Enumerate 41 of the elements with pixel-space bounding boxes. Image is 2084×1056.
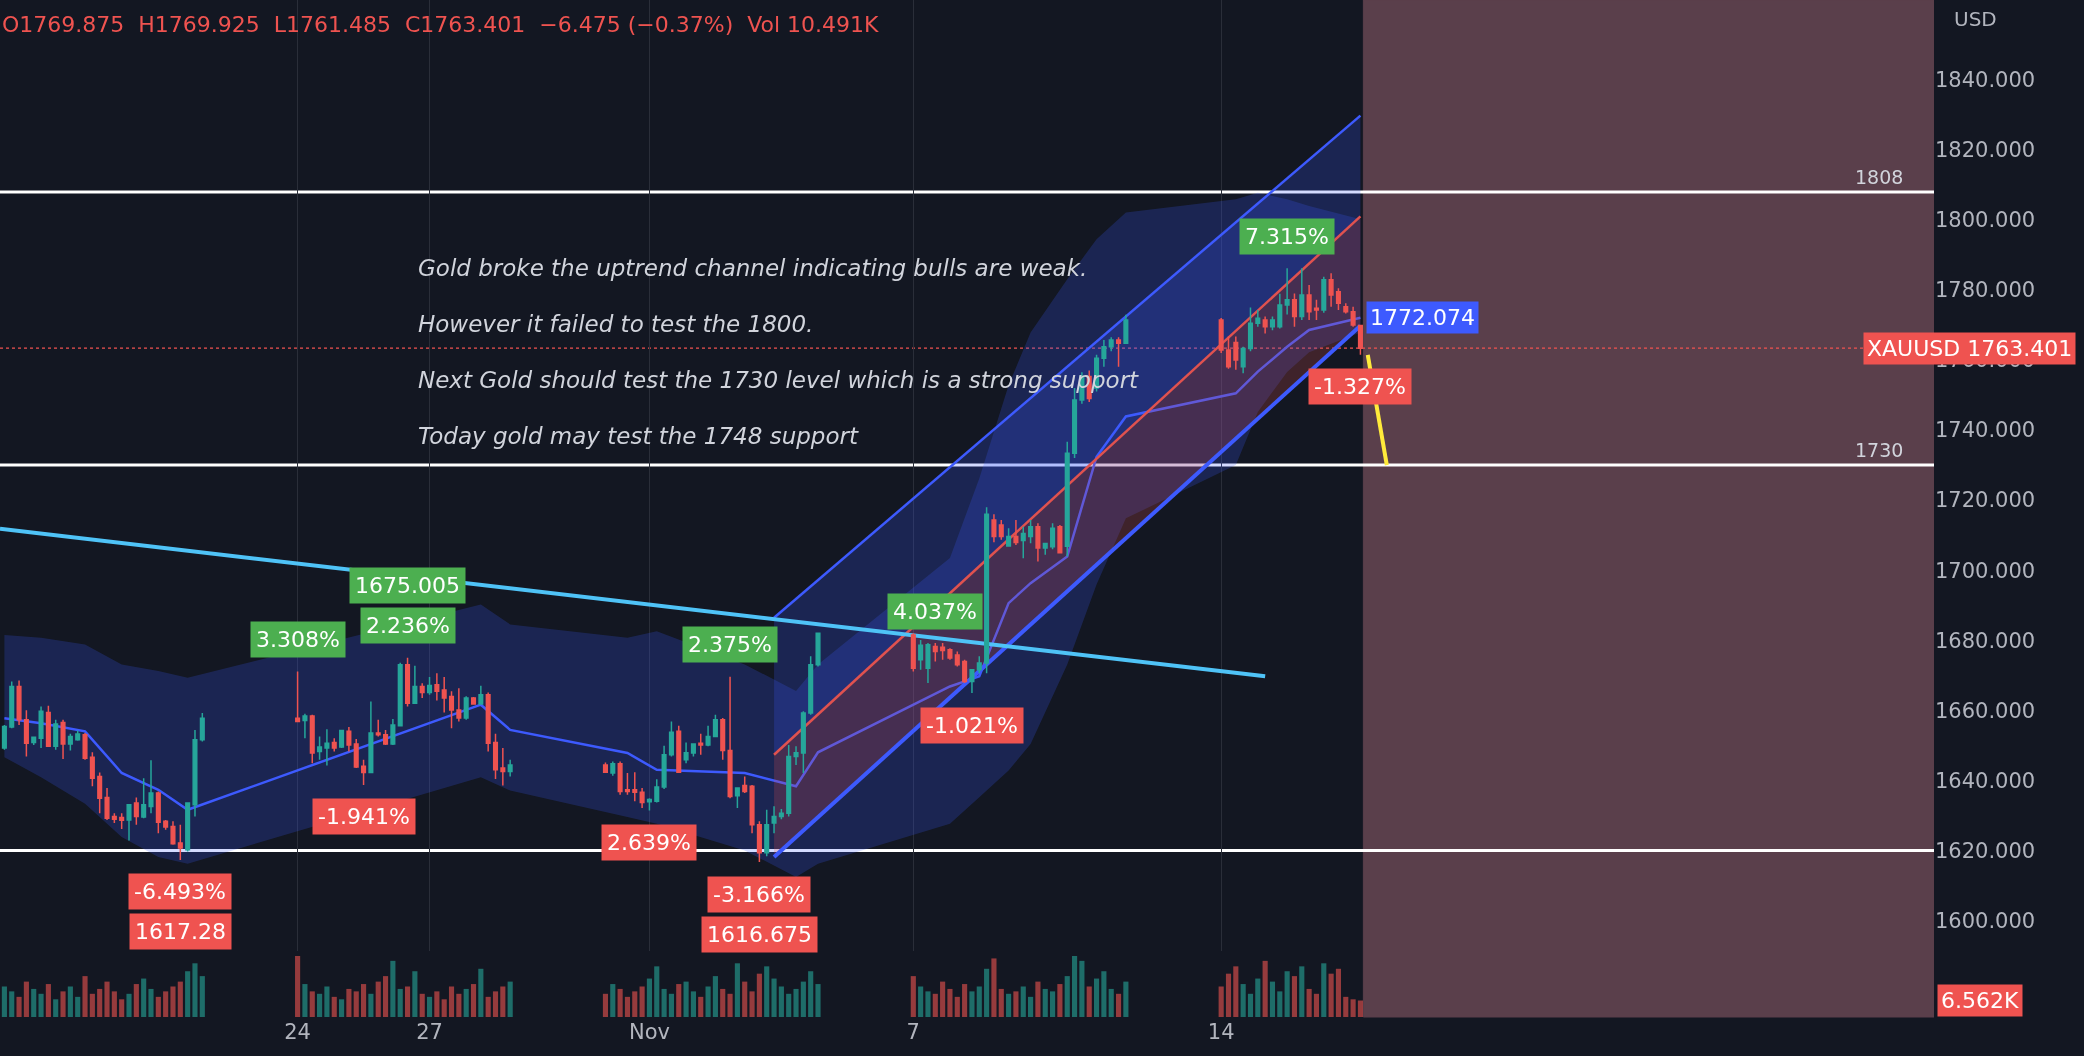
annotation: However it failed to test the 1800. [418, 311, 814, 337]
annotation: 7.315% [1245, 224, 1329, 249]
x-tick-label: 27 [416, 1020, 443, 1044]
y-tick-label: 1640.000 [1935, 768, 2036, 793]
annotation: 1617.28 [135, 919, 226, 944]
ref-line-label: 1808 [1855, 166, 1904, 188]
annotation: 4.037% [893, 599, 977, 624]
x-tick-label: 14 [1207, 1020, 1235, 1044]
y-tick-label: 1820.000 [1935, 138, 2036, 163]
x-tick-label: 24 [284, 1020, 311, 1044]
annotation: -1.941% [318, 804, 410, 829]
ref-line-label: 1730 [1855, 439, 1904, 461]
annotation: 1675.005 [355, 573, 460, 598]
annotation: 2.236% [366, 613, 450, 638]
annotation: 1616.675 [707, 922, 812, 947]
y-tick-label: 1620.000 [1935, 838, 2036, 863]
annotation: Gold broke the uptrend channel indicating bulls are weak. [418, 255, 1088, 281]
y-tick-label: 1720.000 [1935, 488, 2036, 513]
y-tick-label: 1680.000 [1935, 628, 2036, 653]
annotation: Today gold may test the 1748 support [418, 423, 859, 449]
annotation: 2.375% [688, 632, 772, 657]
annotation: O1769.875 H1769.925 L1761.485 C1763.401 −6.475 (−0.37%) Vol 10.491K [2, 12, 880, 37]
y-tick-label: 1740.000 [1935, 418, 2036, 443]
text: 6.562K [1941, 988, 2019, 1013]
annotation: -3.166% [713, 882, 805, 907]
x-tick-label: 7 [906, 1020, 920, 1044]
y-tick-label: 1840.000 [1935, 68, 2036, 93]
y-tick-label: 1600.000 [1935, 908, 2036, 933]
annotation: 2.639% [607, 830, 691, 855]
y-axis-title: USD [1954, 7, 1997, 31]
annotation: -6.493% [134, 879, 226, 904]
y-tick-label: 1660.000 [1935, 698, 2036, 723]
ref-line-label: XAUUSD 1763.401 [1867, 336, 2073, 361]
annotation: -1.021% [926, 713, 1018, 738]
annotation: -1.327% [1314, 374, 1406, 399]
y-tick-label: 1800.000 [1935, 208, 2036, 233]
data-label: 1772.074 [1370, 305, 1475, 330]
y-tick-label: 1700.000 [1935, 558, 2036, 583]
annotation: 3.308% [256, 627, 340, 652]
x-tick-label: Nov [628, 1020, 670, 1044]
y-tick-label: 1780.000 [1935, 278, 2036, 303]
